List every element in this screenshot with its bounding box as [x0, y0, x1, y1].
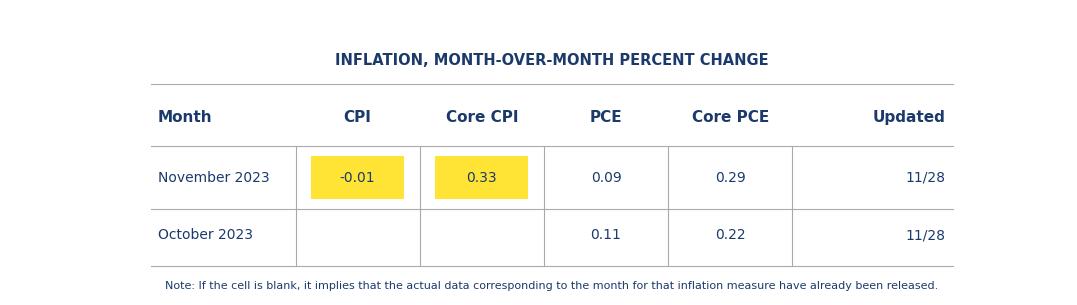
- Text: November 2023: November 2023: [158, 170, 269, 185]
- Text: CPI: CPI: [344, 110, 372, 125]
- Text: PCE: PCE: [590, 110, 623, 125]
- Text: October 2023: October 2023: [158, 228, 253, 242]
- Text: 0.11: 0.11: [590, 228, 621, 242]
- Text: 0.09: 0.09: [590, 170, 621, 185]
- Text: Note: If the cell is blank, it implies that the actual data corresponding to the: Note: If the cell is blank, it implies t…: [166, 281, 938, 291]
- Text: Updated: Updated: [873, 110, 946, 125]
- Text: 0.29: 0.29: [715, 170, 745, 185]
- Text: Month: Month: [158, 110, 212, 125]
- Text: Core PCE: Core PCE: [691, 110, 769, 125]
- Text: INFLATION, MONTH-OVER-MONTH PERCENT CHANGE: INFLATION, MONTH-OVER-MONTH PERCENT CHAN…: [335, 53, 769, 68]
- Text: 0.33: 0.33: [466, 170, 498, 185]
- Text: 0.22: 0.22: [715, 228, 745, 242]
- Text: 11/28: 11/28: [906, 228, 946, 242]
- Text: Core CPI: Core CPI: [446, 110, 518, 125]
- Text: 11/28: 11/28: [906, 170, 946, 185]
- Text: -0.01: -0.01: [340, 170, 376, 185]
- FancyBboxPatch shape: [311, 156, 404, 199]
- FancyBboxPatch shape: [435, 156, 528, 199]
